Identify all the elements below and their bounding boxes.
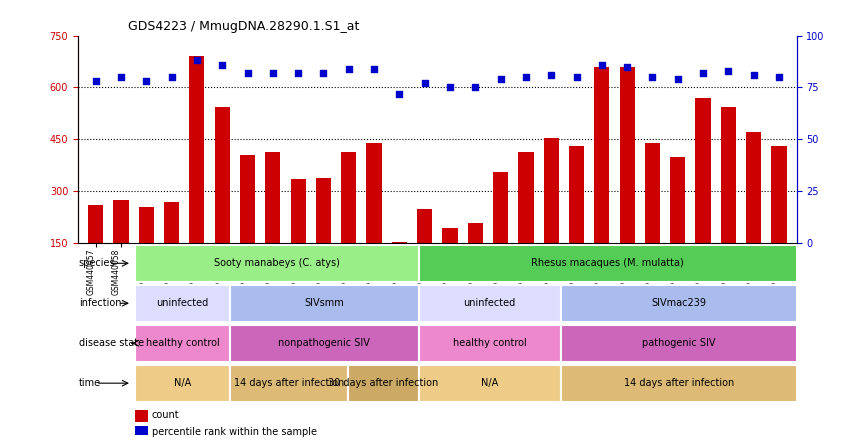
Bar	[135, 409, 148, 422]
Point	[469, 84, 482, 91]
Text: infection: infection	[79, 298, 121, 308]
Text: disease state: disease state	[79, 338, 144, 348]
Point	[570, 74, 584, 81]
Bar	[139, 207, 154, 295]
FancyBboxPatch shape	[135, 245, 419, 281]
Bar	[265, 151, 281, 295]
Text: healthy control: healthy control	[453, 338, 527, 348]
Bar	[190, 56, 204, 295]
Text: uninfected: uninfected	[157, 298, 209, 308]
Text: count: count	[152, 410, 179, 420]
Text: species: species	[79, 258, 115, 268]
Point	[772, 74, 786, 81]
Text: SIVmac239: SIVmac239	[651, 298, 706, 308]
Text: time: time	[79, 378, 100, 388]
Bar	[135, 425, 148, 438]
Text: uninfected: uninfected	[463, 298, 516, 308]
Point	[645, 74, 659, 81]
Text: N/A: N/A	[174, 378, 191, 388]
Bar	[443, 228, 457, 295]
Bar	[670, 157, 685, 295]
Bar	[544, 138, 559, 295]
Bar	[493, 172, 508, 295]
FancyBboxPatch shape	[135, 285, 229, 321]
Bar	[341, 151, 356, 295]
Bar	[695, 98, 711, 295]
Text: percentile rank within the sample: percentile rank within the sample	[152, 427, 317, 437]
FancyBboxPatch shape	[229, 365, 348, 401]
Text: Rhesus macaques (M. mulatta): Rhesus macaques (M. mulatta)	[532, 258, 684, 268]
Bar	[113, 200, 128, 295]
Text: 30 days after infection: 30 days after infection	[328, 378, 438, 388]
Bar	[215, 107, 229, 295]
Bar	[619, 67, 635, 295]
Text: healthy control: healthy control	[145, 338, 220, 348]
Point	[241, 69, 255, 76]
Bar	[468, 222, 483, 295]
Point	[443, 84, 457, 91]
Point	[114, 74, 128, 81]
Point	[139, 78, 153, 85]
Text: 14 days after infection: 14 days after infection	[624, 378, 734, 388]
Bar	[366, 143, 382, 295]
Point	[291, 69, 305, 76]
FancyBboxPatch shape	[229, 285, 419, 321]
FancyBboxPatch shape	[348, 365, 419, 401]
Point	[494, 75, 507, 83]
Bar	[645, 143, 660, 295]
Bar	[88, 205, 103, 295]
Bar	[290, 179, 306, 295]
Text: Sooty manabeys (C. atys): Sooty manabeys (C. atys)	[214, 258, 340, 268]
Point	[165, 74, 178, 81]
Point	[595, 61, 609, 68]
FancyBboxPatch shape	[135, 325, 229, 361]
FancyBboxPatch shape	[419, 365, 560, 401]
Bar	[316, 178, 331, 295]
Point	[367, 65, 381, 72]
Point	[746, 71, 760, 79]
Point	[190, 57, 204, 64]
FancyBboxPatch shape	[135, 365, 229, 401]
Bar	[519, 151, 533, 295]
FancyBboxPatch shape	[560, 365, 797, 401]
Point	[671, 75, 685, 83]
Point	[316, 69, 330, 76]
Bar	[594, 67, 610, 295]
Bar	[391, 242, 407, 295]
Point	[696, 69, 710, 76]
Bar	[721, 107, 736, 295]
FancyBboxPatch shape	[419, 245, 797, 281]
FancyBboxPatch shape	[419, 285, 560, 321]
Bar	[569, 147, 585, 295]
Point	[620, 63, 634, 70]
Bar	[417, 210, 432, 295]
FancyBboxPatch shape	[560, 285, 797, 321]
Bar	[240, 155, 255, 295]
Bar	[772, 147, 786, 295]
FancyBboxPatch shape	[229, 325, 419, 361]
Text: nonpathogenic SIV: nonpathogenic SIV	[279, 338, 371, 348]
Point	[721, 67, 735, 75]
Point	[392, 90, 406, 97]
Point	[519, 74, 533, 81]
Point	[342, 65, 356, 72]
Text: pathogenic SIV: pathogenic SIV	[642, 338, 715, 348]
Point	[216, 61, 229, 68]
Point	[417, 80, 431, 87]
Text: N/A: N/A	[481, 378, 498, 388]
Bar	[746, 132, 761, 295]
Text: SIVsmm: SIVsmm	[305, 298, 345, 308]
Point	[266, 69, 280, 76]
Bar	[164, 202, 179, 295]
Text: GDS4223 / MmugDNA.28290.1.S1_at: GDS4223 / MmugDNA.28290.1.S1_at	[128, 20, 359, 33]
FancyBboxPatch shape	[560, 325, 797, 361]
Text: 14 days after infection: 14 days after infection	[234, 378, 344, 388]
Point	[88, 78, 102, 85]
Point	[545, 71, 559, 79]
FancyBboxPatch shape	[419, 325, 560, 361]
